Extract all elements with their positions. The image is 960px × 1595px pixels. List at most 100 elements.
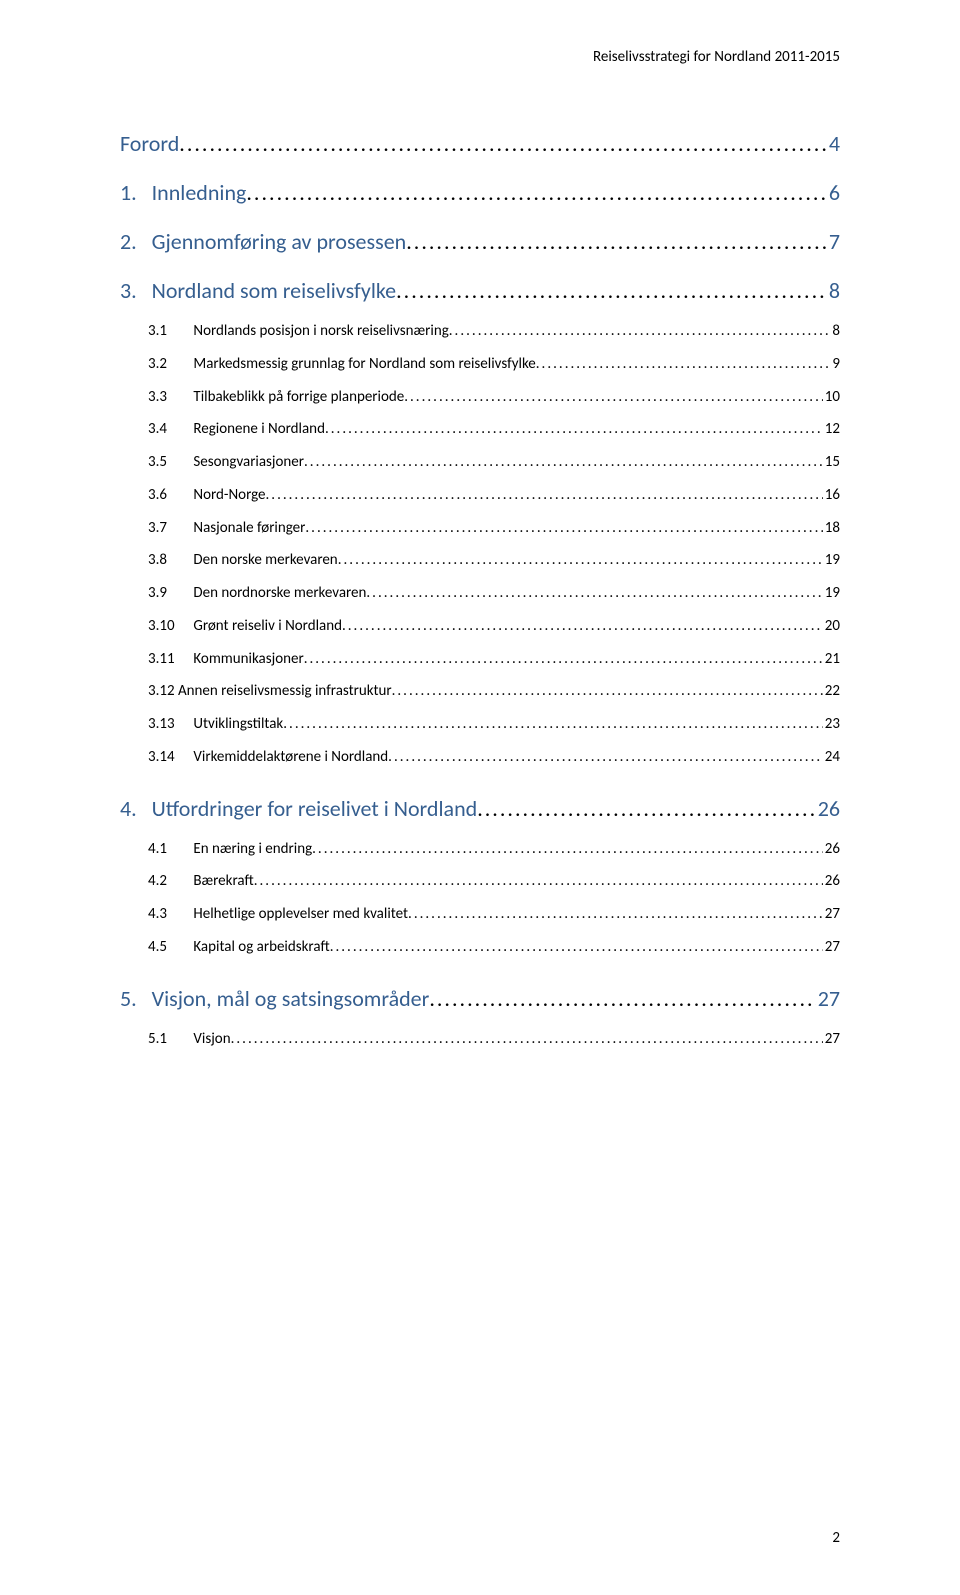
toc-entry-label: 3.5 Sesongvariasjoner (148, 447, 304, 478)
toc-entry-number: 4.5 (148, 932, 190, 963)
toc-leader-dots (246, 179, 826, 206)
toc-entry-title: Sesongvariasjoner (190, 453, 304, 471)
toc-leader-dots (408, 899, 823, 930)
toc-entry-page: 8 (827, 277, 840, 304)
toc-heading-2[interactable]: 4.3 Helhetlige opplevelser med kvalitet … (148, 899, 840, 930)
toc-entry-number: 5.1 (148, 1024, 190, 1055)
toc-entry-number: 3.11 (148, 644, 190, 675)
toc-leader-dots (254, 866, 823, 897)
toc-leader-dots (536, 349, 831, 380)
toc-heading-1[interactable]: 5. Visjon, mål og satsingsområder 27 (120, 985, 840, 1012)
toc-entry-label: 3.12 Annen reiselivsmessig infrastruktur (148, 676, 392, 707)
toc-entry-page: 16 (823, 480, 840, 511)
toc-entry-title: Den norske merkevaren (190, 551, 338, 569)
toc-entry-label: 3.1 Nordlands posisjon i norsk reiselivs… (148, 316, 449, 347)
toc-entry-label: 3.3 Tilbakeblikk på forrige planperiode (148, 382, 404, 413)
toc-entry-title: Virkemiddelaktørene i Nordland (190, 748, 388, 766)
toc-entry-title: Regionene i Nordland (190, 420, 325, 438)
toc-entry-title: Helhetlige opplevelser med kvalitet (190, 905, 408, 923)
toc-entry-page: 19 (823, 578, 840, 609)
table-of-contents: Forord 4 1. Innledning 6 2. Gjennomføring … (120, 130, 840, 1054)
toc-entry-label: 4. Utfordringer for reiselivet i Nordlan… (120, 795, 477, 822)
toc-entry-label: 5.1 Visjon (148, 1024, 231, 1055)
toc-entry-label: 3.8 Den norske merkevaren (148, 545, 338, 576)
toc-heading-2[interactable]: 3.14 Virkemiddelaktørene i Nordland 24 (148, 742, 840, 773)
toc-leader-dots (429, 985, 815, 1012)
toc-entry-title: Tilbakeblikk på forrige planperiode (190, 388, 404, 406)
toc-heading-2[interactable]: 3.10 Grønt reiseliv i Nordland 20 (148, 611, 840, 642)
toc-entry-number: 3.3 (148, 382, 190, 413)
toc-entry-label: 2. Gjennomføring av prosessen (120, 228, 406, 255)
toc-entry-page: 7 (827, 228, 840, 255)
toc-heading-2[interactable]: 3.13 Utviklingstiltak 23 (148, 709, 840, 740)
toc-entry-title: Visjon (190, 1030, 231, 1048)
toc-leader-dots (179, 130, 827, 157)
toc-leader-dots (366, 578, 822, 609)
toc-heading-2[interactable]: 3.3 Tilbakeblikk på forrige planperiode … (148, 382, 840, 413)
toc-entry-number: 3.7 (148, 513, 190, 544)
toc-entry-label: 4.5 Kapital og arbeidskraft (148, 932, 330, 963)
toc-entry-page: 9 (830, 349, 840, 380)
toc-heading-1[interactable]: 1. Innledning 6 (120, 179, 840, 206)
toc-entry-number: 3.14 (148, 742, 190, 773)
toc-entry-number: 3.2 (148, 349, 190, 380)
toc-heading-1[interactable]: 3. Nordland som reiselivsfylke 8 (120, 277, 840, 304)
toc-heading-1[interactable]: 2. Gjennomføring av prosessen 7 (120, 228, 840, 255)
toc-heading-2[interactable]: 3.2 Markedsmessig grunnlag for Nordland … (148, 349, 840, 380)
toc-entry-number: 3.10 (148, 611, 190, 642)
toc-entry-label: 3.10 Grønt reiseliv i Nordland (148, 611, 342, 642)
toc-entry-page: 26 (823, 834, 840, 865)
toc-leader-dots (330, 932, 823, 963)
toc-entry-label: Forord (120, 130, 179, 157)
toc-heading-2[interactable]: 4.1 En næring i endring 26 (148, 834, 840, 865)
toc-leader-dots (388, 742, 823, 773)
toc-entry-label: 3.7 Nasjonale føringer (148, 513, 305, 544)
toc-entry-page: 27 (816, 985, 840, 1012)
toc-heading-2[interactable]: 3.7 Nasjonale føringer 18 (148, 513, 840, 544)
toc-entry-number: 3.8 (148, 545, 190, 576)
toc-entry-title: Nordlands posisjon i norsk reiselivsnæri… (190, 322, 449, 340)
toc-leader-dots (231, 1024, 823, 1055)
toc-entry-title: Markedsmessig grunnlag for Nordland som … (190, 355, 536, 373)
toc-entry-page: 27 (823, 932, 840, 963)
toc-entry-number: 3.5 (148, 447, 190, 478)
toc-heading-2[interactable]: 3.11 Kommunikasjoner 21 (148, 644, 840, 675)
toc-heading-1[interactable]: Forord 4 (120, 130, 840, 157)
toc-heading-1[interactable]: 4. Utfordringer for reiselivet i Nordlan… (120, 795, 840, 822)
toc-entry-number: 3.4 (148, 414, 190, 445)
toc-entry-label: 5. Visjon, mål og satsingsområder (120, 985, 429, 1012)
toc-entry-label: 4.2 Bærekraft (148, 866, 254, 897)
toc-entry-title: Kommunikasjoner (190, 650, 304, 668)
toc-heading-2[interactable]: 5.1 Visjon 27 (148, 1024, 840, 1055)
toc-entry-number: 4.2 (148, 866, 190, 897)
toc-heading-2[interactable]: 3.6 Nord-Norge 16 (148, 480, 840, 511)
toc-heading-2[interactable]: 3.4 Regionene i Nordland 12 (148, 414, 840, 445)
toc-entry-page: 26 (823, 866, 840, 897)
toc-entry-page: 24 (823, 742, 840, 773)
toc-heading-2[interactable]: 3.12 Annen reiselivsmessig infrastruktur… (148, 676, 840, 707)
toc-entry-number: 4.1 (148, 834, 190, 865)
toc-heading-2[interactable]: 4.2 Bærekraft 26 (148, 866, 840, 897)
toc-entry-page: 10 (823, 382, 840, 413)
toc-heading-2[interactable]: 4.5 Kapital og arbeidskraft 27 (148, 932, 840, 963)
toc-leader-dots (305, 513, 822, 544)
toc-entry-page: 27 (823, 899, 840, 930)
toc-entry-page: 22 (823, 676, 840, 707)
toc-entry-page: 26 (816, 795, 840, 822)
toc-entry-title: Bærekraft (190, 872, 254, 890)
toc-heading-2[interactable]: 3.8 Den norske merkevaren 19 (148, 545, 840, 576)
toc-entry-page: 20 (823, 611, 840, 642)
toc-heading-2[interactable]: 3.1 Nordlands posisjon i norsk reiselivs… (148, 316, 840, 347)
toc-entry-title: Nord-Norge (190, 486, 266, 504)
toc-leader-dots (338, 545, 823, 576)
toc-entry-page: 8 (830, 316, 840, 347)
toc-entry-label: 3.2 Markedsmessig grunnlag for Nordland … (148, 349, 536, 380)
toc-entry-page: 4 (827, 130, 840, 157)
toc-leader-dots (396, 277, 827, 304)
toc-heading-2[interactable]: 3.5 Sesongvariasjoner 15 (148, 447, 840, 478)
toc-heading-2[interactable]: 3.9 Den nordnorske merkevaren 19 (148, 578, 840, 609)
toc-entry-number: 3.1 (148, 316, 190, 347)
toc-entry-title: Kapital og arbeidskraft (190, 938, 330, 956)
toc-entry-label: 4.1 En næring i endring (148, 834, 312, 865)
toc-leader-dots (325, 414, 823, 445)
